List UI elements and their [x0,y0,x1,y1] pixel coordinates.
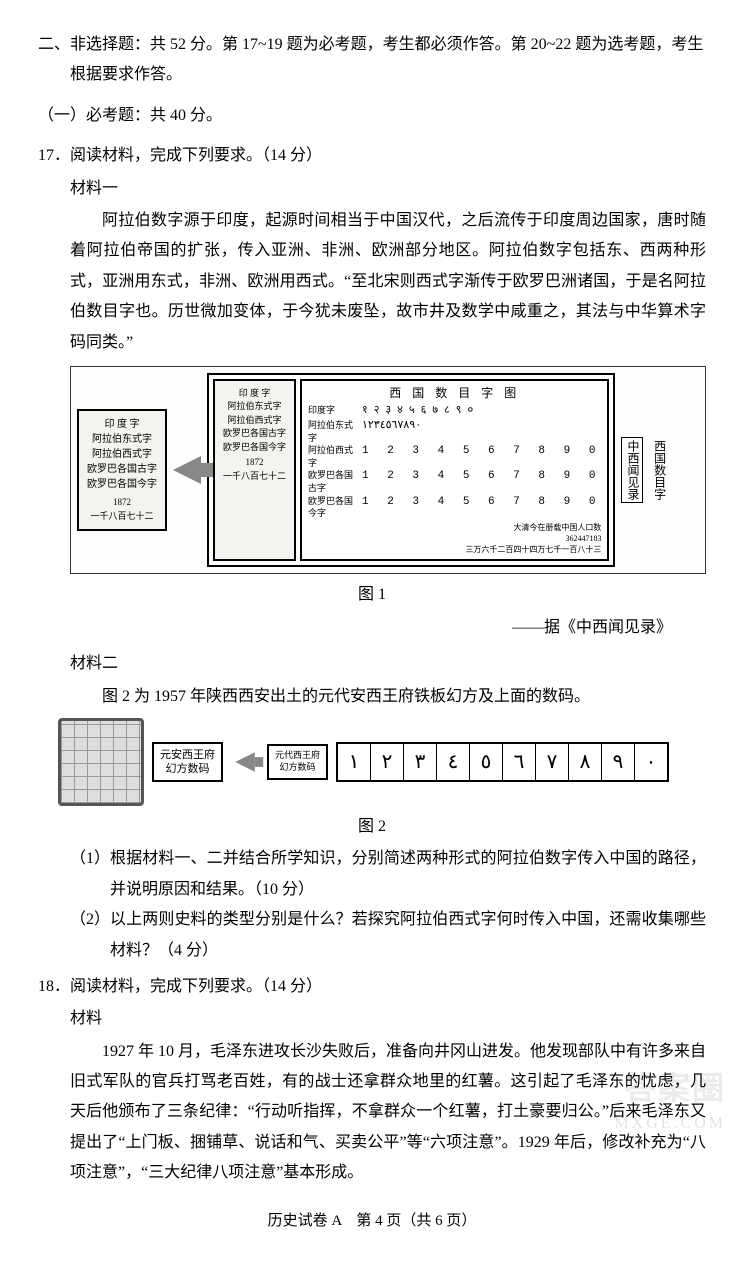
q17-stem: 阅读材料，完成下列要求。（14 分） [70,141,706,171]
q17-num: 17． [38,141,70,171]
section-2-header: 二、 非选择题：共 52 分。第 17~19 题为必考题，考生都必须作答。第 2… [38,30,706,91]
fig1-number-table: 西 国 数 目 字 图 印度字१२३४५६७८९० 阿拉伯东式字١٢٣٤٥٦٧٨… [300,379,609,562]
question-18: 18． 阅读材料，完成下列要求。（14 分） 材料 1927 年 10 月，毛泽… [38,972,706,1189]
q18-num: 18． [38,972,70,1002]
fig1-mid-panel: 印 度 字 阿拉伯东式字 阿拉伯西式字 欧罗巴各国古字 欧罗巴各国今字 1872… [213,379,296,562]
section-2-num: 二、 [38,30,70,91]
fig1-vtext-1: 中西闻见录 [621,437,643,503]
fig1-vtext-2: 西国数目字 [649,438,669,502]
fig2-digit-strip: ١ ٢ ٣ ٤ ٥ ٦ ٧ ٨ ٩ ٠ [336,742,669,782]
q17-sub1: （1） 根据材料一、二并结合所学知识，分别简述两种形式的阿拉伯数字传入中国的路径… [70,844,706,905]
section-2-title: 非选择题：共 52 分。第 17~19 题为必考题，考生都必须作答。第 20~2… [70,30,706,91]
fig2-label-box: 元安西王府 幻方数码 [152,742,223,783]
q18-material-label: 材料 [70,1004,706,1034]
q18-material-text: 1927 年 10 月，毛泽东进攻长沙失败后，准备向井冈山进发。他发现部队中有许… [70,1037,706,1189]
figure-1-source: ——据《中西闻见录》 [38,613,672,643]
page-footer: 历史试卷 A 第 4 页（共 6 页） [38,1207,706,1236]
figure-2-caption: 图 2 [38,812,706,842]
q17-material1-text: 阿拉伯数字源于印度，起源时间相当于中国汉代，之后流传于印度周边国家，唐时随着阿拉… [70,206,706,358]
q17-material2-label: 材料二 [70,649,706,679]
arrow-left-icon [173,456,201,484]
subsection-1: （一）必考题：共 40 分。 [38,101,706,131]
fig1-left-panel: 印 度 字 阿拉伯东式字 阿拉伯西式字 欧罗巴各国古字 欧罗巴各国今字 1872… [77,409,167,531]
figure-1: 印 度 字 阿拉伯东式字 阿拉伯西式字 欧罗巴各国古字 欧罗巴各国今字 1872… [70,366,706,575]
question-17: 17． 阅读材料，完成下列要求。（14 分） 材料一 阿拉伯数字源于印度，起源时… [38,141,706,966]
figure-1-caption: 图 1 [38,580,706,610]
q17-material2-text: 图 2 为 1957 年陕西西安出土的元代安西王府铁板幻方及上面的数码。 [70,682,706,712]
arrow-left-icon [235,752,255,772]
q18-stem: 阅读材料，完成下列要求。（14 分） [70,972,706,1002]
q17-sub2: （2） 以上两则史料的类型分别是什么？若探究阿拉伯西式字何时传入中国，还需收集哪… [70,905,706,966]
figure-2: 元安西王府 幻方数码 元代西王府 幻方数码 ١ ٢ ٣ ٤ ٥ ٦ ٧ ٨ ٩ … [58,718,706,806]
fig2-small-box: 元代西王府 幻方数码 [267,744,328,779]
q17-material1-label: 材料一 [70,174,706,204]
magic-square-icon [58,718,144,806]
